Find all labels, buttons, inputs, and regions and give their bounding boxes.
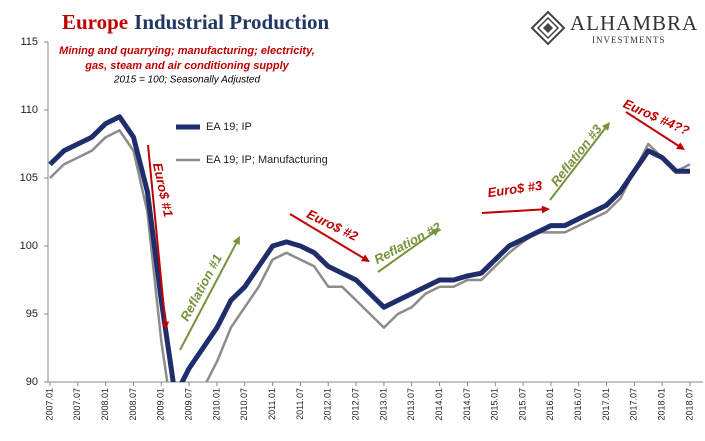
- subtitle: Mining and quarrying; manufacturing; ele…: [59, 45, 315, 57]
- annotation-arrowhead: [541, 205, 550, 214]
- logo: ALHAMBRA INVESTMENTS: [530, 10, 698, 46]
- annotation-arrow: [481, 208, 543, 214]
- y-tick-label: 105: [20, 172, 38, 184]
- series-line: [49, 129, 691, 382]
- annotation-arrowhead: [161, 321, 170, 330]
- legend-label: EA 19; IP; Manufacturing: [206, 154, 328, 166]
- y-tick-label: 95: [26, 308, 38, 320]
- chart-title: Europe Industrial Production: [62, 10, 330, 34]
- x-tick-label: 2018.07: [684, 388, 694, 421]
- annotation-arrow: [625, 111, 680, 147]
- plot: [48, 114, 691, 382]
- x-tick-label: 2018.01: [657, 388, 667, 421]
- annotation-arrow: [289, 213, 365, 260]
- x-tick-label: 2010.07: [239, 388, 249, 421]
- annotation: Reflation #2: [371, 219, 444, 267]
- annotation: Euro$ #2: [304, 206, 361, 244]
- subtitle: gas, steam and air conditioning supply: [84, 60, 289, 72]
- annotation: Reflation #1: [177, 251, 225, 323]
- x-tick-label: 2009.01: [156, 388, 166, 421]
- x-tick-label: 2009.07: [184, 388, 194, 421]
- x-tick-label: 2011.07: [295, 388, 305, 420]
- x-tick-label: 2017.01: [601, 388, 611, 421]
- x-tick-label: 2011.01: [267, 388, 277, 420]
- x-tick-label: 2012.01: [323, 388, 333, 421]
- annotation-arrowhead: [361, 254, 370, 262]
- x-tick-label: 2016.07: [573, 388, 583, 421]
- y-tick-label: 90: [26, 376, 38, 388]
- x-tick-label: 2015.01: [490, 388, 500, 421]
- x-tick-label: 2013.07: [406, 388, 416, 421]
- x-tick-label: 2016.01: [545, 388, 555, 421]
- annotation-arrowhead: [601, 122, 610, 131]
- title-lead: Europe: [62, 10, 128, 34]
- annotation-arrow: [179, 241, 238, 351]
- x-tick-label: 2007.07: [72, 388, 82, 421]
- note: 2015 = 100; Seasonally Adjusted: [113, 75, 261, 86]
- legend-label: EA 19; IP: [206, 121, 252, 133]
- annotation: Euro$ #3: [487, 178, 544, 201]
- annotation-arrow: [147, 144, 167, 323]
- logo-name: ALHAMBRA: [570, 11, 698, 35]
- annotation-arrow: [549, 127, 607, 201]
- annotation-arrowhead: [431, 228, 440, 236]
- annotation-arrowhead: [232, 236, 240, 245]
- annotation-arrow: [377, 231, 435, 273]
- x-tick-label: 2013.01: [378, 388, 388, 421]
- x-tick-label: 2014.07: [462, 388, 472, 421]
- title-rest: Industrial Production: [134, 10, 329, 34]
- x-tick-label: 2008.01: [100, 388, 110, 421]
- x-tick-label: 2010.01: [211, 388, 221, 421]
- series-line: [48, 114, 690, 382]
- y-tick-label: 110: [20, 104, 38, 116]
- x-tick-label: 2007.01: [44, 388, 54, 421]
- annotation: Reflation #3: [548, 121, 606, 189]
- x-tick-label: 2015.07: [517, 388, 527, 421]
- x-tick-label: 2012.07: [350, 388, 360, 421]
- annotation-arrowhead: [676, 142, 685, 150]
- y-tick-label: 100: [20, 240, 38, 252]
- x-tick-label: 2014.01: [434, 388, 444, 421]
- x-tick-label: 2017.07: [629, 388, 639, 421]
- logo-tagline: INVESTMENTS: [592, 35, 666, 45]
- y-tick-label: 115: [20, 36, 38, 48]
- x-tick-label: 2008.07: [128, 388, 138, 421]
